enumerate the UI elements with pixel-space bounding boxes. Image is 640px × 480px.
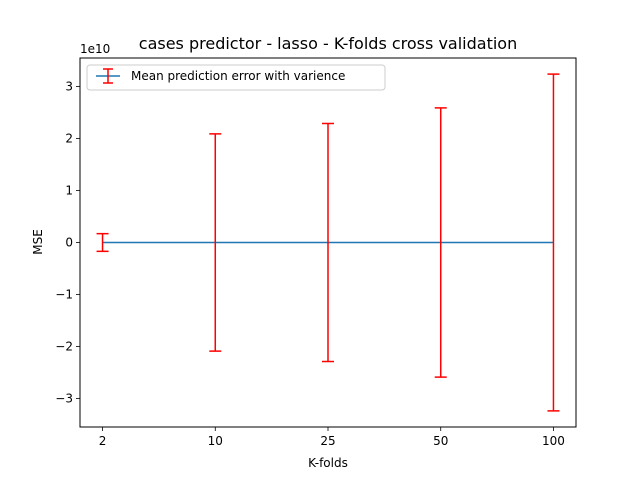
legend: Mean prediction error with varience xyxy=(86,64,386,91)
x-tick-label: 25 xyxy=(320,434,335,448)
y-tick-label: −3 xyxy=(55,391,73,405)
legend-marker xyxy=(96,68,120,84)
legend-label: Mean prediction error with varience xyxy=(131,69,345,83)
x-tick-label: 2 xyxy=(99,434,107,448)
chart-title: cases predictor - lasso - K-folds cross … xyxy=(139,34,517,53)
y-tick-label: 2 xyxy=(65,132,73,146)
errorbar xyxy=(434,107,447,378)
x-axis-label: K-folds xyxy=(308,456,348,470)
y-axis-label: MSE xyxy=(31,229,45,255)
y-tick-label: −2 xyxy=(55,339,73,353)
x-tick-label: 50 xyxy=(433,434,448,448)
y-tick-label: 3 xyxy=(65,80,73,94)
x-tick-label: 10 xyxy=(208,434,223,448)
errorbar xyxy=(96,232,109,253)
x-tick-label: 100 xyxy=(542,434,565,448)
y-tick-label: 0 xyxy=(65,236,73,250)
plot-area: −3 −2 −1 0 1 2 3 2 10 25 50 100 xyxy=(55,57,577,448)
y-tick-label: −1 xyxy=(55,287,73,301)
y-axis-offset-label: 1e10 xyxy=(80,42,110,56)
y-ticks: −3 −2 −1 0 1 2 3 xyxy=(55,80,80,405)
axes-frame xyxy=(79,57,577,428)
y-tick-label: 1 xyxy=(65,184,73,198)
legend-frame xyxy=(86,64,386,91)
errorbar xyxy=(322,122,334,363)
errorbar xyxy=(547,73,560,412)
errorbar xyxy=(209,133,222,352)
errorbar-layer xyxy=(96,73,560,412)
x-ticks: 2 10 25 50 100 xyxy=(99,427,565,448)
